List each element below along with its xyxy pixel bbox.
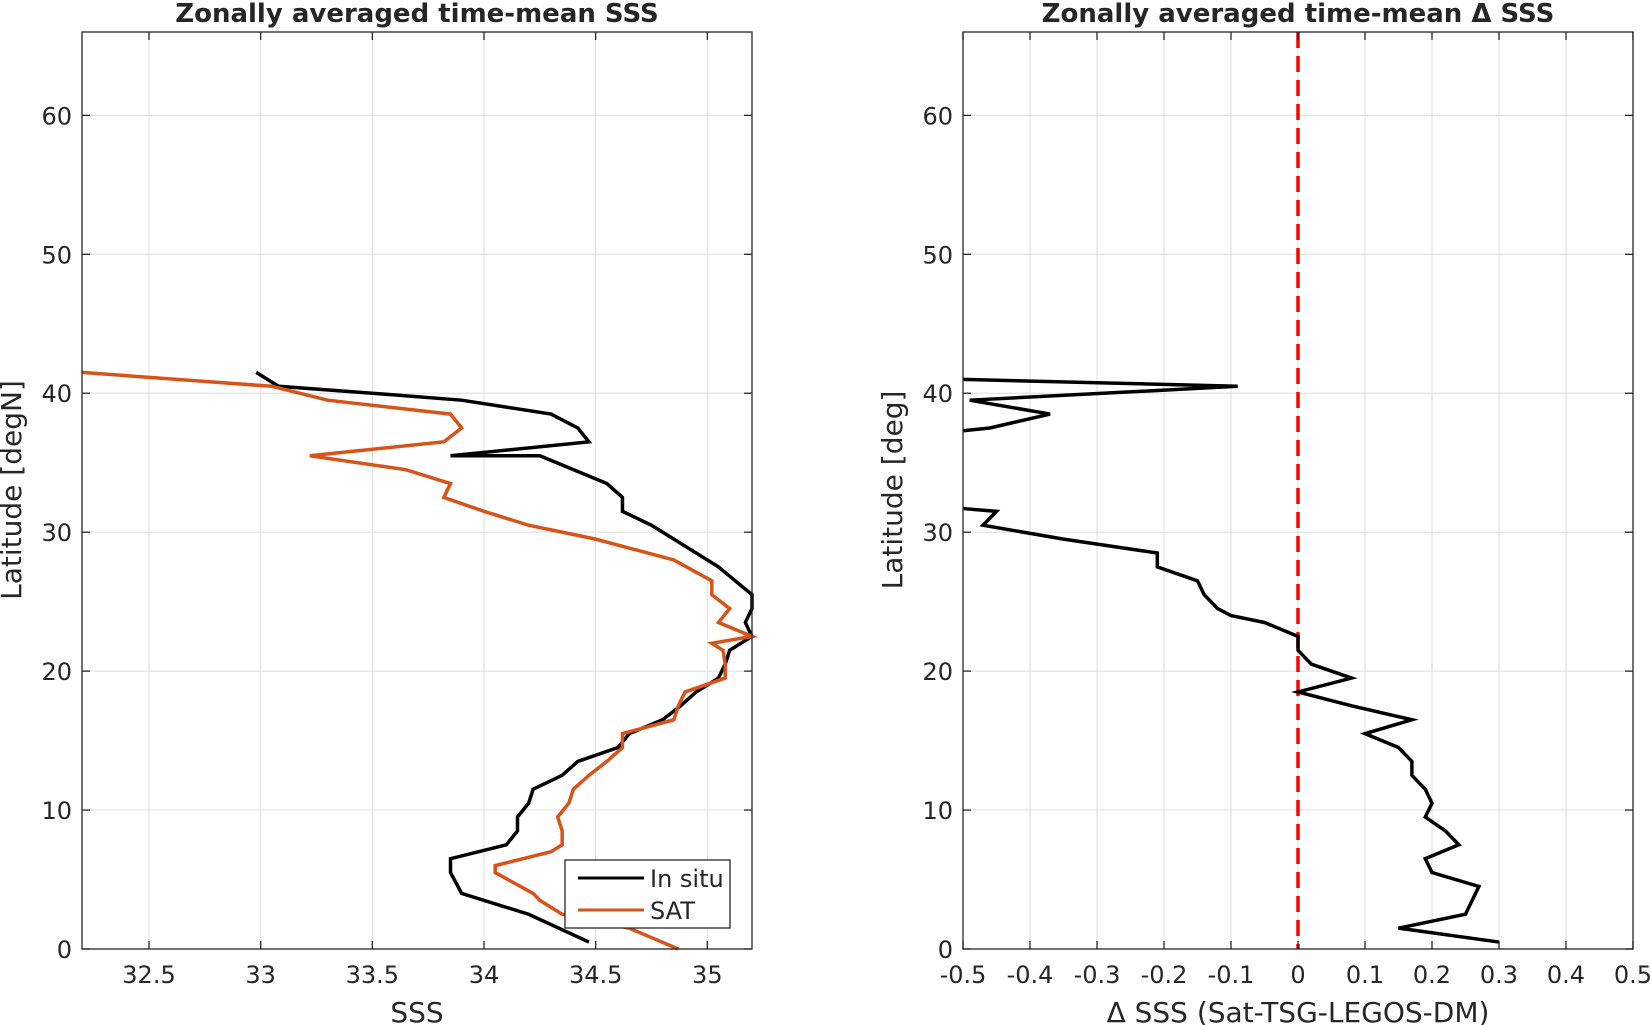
delta-y-axis-label: Latitude [deg] <box>876 391 909 590</box>
y-tick-label: 30 <box>922 519 953 547</box>
x-tick-label: 34 <box>469 961 500 989</box>
y-tick-label: 20 <box>922 658 953 686</box>
sss-marks <box>81 370 759 951</box>
sss-axes-box <box>81 31 753 950</box>
x-tick-label: 33.5 <box>346 961 399 989</box>
delta-x-axis-label: Δ SSS (Sat-TSG-LEGOS-DM) <box>1107 996 1490 1025</box>
sss-x-axis-label: SSS <box>390 996 443 1025</box>
x-tick-label: 0 <box>1290 961 1305 989</box>
legend: In situ SAT <box>564 859 731 929</box>
delta-chart-title: Zonally averaged time-mean Δ SSS <box>1042 0 1555 29</box>
legend-label-in-situ: In situ <box>650 865 724 893</box>
sss-grid <box>82 32 752 950</box>
delta-sss-line-1 <box>962 506 1500 944</box>
y-tick-label: 60 <box>41 102 72 130</box>
x-tick-label: 0.5 <box>1614 961 1651 989</box>
x-tick-label: -0.4 <box>1007 961 1054 989</box>
y-tick-label: 40 <box>41 380 72 408</box>
legend-label-sat: SAT <box>650 897 695 925</box>
y-tick-label: 0 <box>938 936 953 964</box>
sss-plot-area <box>82 32 752 949</box>
delta-ticks: -0.5 -0.4 -0.3 -0.2 -0.1 0 0.1 0.2 0.3 0.4 0.5 0 10 2… <box>922 32 1651 989</box>
legend-box <box>564 859 731 929</box>
delta-marks <box>962 32 1500 949</box>
sss-y-axis-label: Latitude [degN] <box>0 380 28 600</box>
x-tick-label: -0.2 <box>1141 961 1188 989</box>
x-tick-label: 0.2 <box>1413 961 1451 989</box>
sss-ticks: 32.5 33 33.5 34 34.5 35 0 10 20 30 40 50 60 <box>41 32 752 989</box>
delta-sss-panel: -0.5 -0.4 -0.3 -0.2 -0.1 0 0.1 0.2 0.3 0.4 0.5 0 10 2… <box>876 0 1651 1025</box>
x-tick-label: -0.3 <box>1074 961 1121 989</box>
sat-line <box>81 370 759 951</box>
y-tick-label: 20 <box>41 658 72 686</box>
y-tick-label: 50 <box>41 241 72 269</box>
y-tick-label: 40 <box>922 380 953 408</box>
y-tick-label: 10 <box>41 797 72 825</box>
x-tick-label: 0.3 <box>1480 961 1518 989</box>
y-tick-label: 50 <box>922 241 953 269</box>
in-situ-line <box>255 370 755 944</box>
x-tick-label: 33 <box>245 961 276 989</box>
y-tick-label: 30 <box>41 519 72 547</box>
sss-panel: 32.5 33 33.5 34 34.5 35 0 10 20 30 40 50 60 Zonally … <box>0 0 759 1025</box>
x-tick-label: -0.5 <box>940 961 987 989</box>
y-tick-label: 60 <box>922 102 953 130</box>
x-tick-label: 34.5 <box>569 961 622 989</box>
x-tick-label: 32.5 <box>122 961 175 989</box>
x-tick-label: 0.1 <box>1346 961 1384 989</box>
y-tick-label: 0 <box>57 936 72 964</box>
y-tick-label: 10 <box>922 797 953 825</box>
sss-chart-title: Zonally averaged time-mean SSS <box>175 0 659 29</box>
x-tick-label: 0.4 <box>1547 961 1585 989</box>
delta-sss-line-2 <box>962 377 1238 433</box>
x-tick-label: 35 <box>692 961 723 989</box>
x-tick-label: -0.1 <box>1208 961 1255 989</box>
